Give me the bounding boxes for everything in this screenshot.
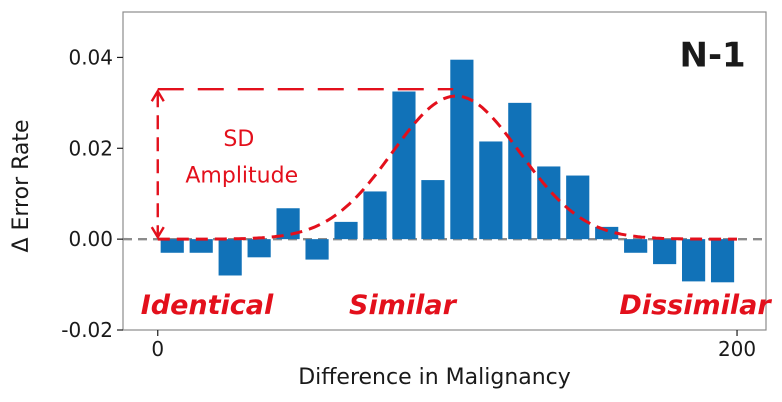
bar xyxy=(276,208,300,240)
bar xyxy=(710,239,735,283)
bar xyxy=(537,166,561,240)
y-axis-title: Δ Error Rate xyxy=(9,119,34,252)
arrow-down-icon xyxy=(150,226,165,240)
y-tick-label: -0.02 xyxy=(61,318,113,342)
bar xyxy=(247,239,271,258)
x-axis-ticks: 0 200 xyxy=(151,330,756,361)
region-label-similar: Similar xyxy=(349,290,458,321)
bar xyxy=(392,91,416,240)
bar xyxy=(160,239,184,253)
region-label-dissimilar: Dissimilar xyxy=(619,290,772,321)
x-axis-title: Difference in Malignancy xyxy=(298,365,571,390)
bar xyxy=(653,239,677,265)
plot-frame xyxy=(122,11,767,331)
bar xyxy=(363,191,387,240)
bar xyxy=(566,175,590,240)
bar xyxy=(189,239,213,253)
bar xyxy=(595,226,619,240)
panel-label: N-1 xyxy=(679,36,745,76)
sd-label: SD xyxy=(223,127,254,152)
bar xyxy=(682,239,706,282)
bar xyxy=(218,239,242,276)
y-tick-label: 0.04 xyxy=(68,45,113,69)
bar xyxy=(624,239,648,253)
arrow-up-icon xyxy=(150,88,165,102)
y-tick-label: 0.02 xyxy=(68,136,113,160)
bar xyxy=(305,239,329,260)
y-tick-label: 0.00 xyxy=(68,227,113,251)
bar xyxy=(450,59,474,240)
region-label-identical: Identical xyxy=(141,290,274,321)
x-tick-label: 0 xyxy=(151,337,164,361)
amplitude-label: Amplitude xyxy=(185,163,298,188)
bar xyxy=(421,180,445,240)
sd-amplitude-marker xyxy=(150,88,454,240)
bars-group xyxy=(160,59,735,283)
y-axis-ticks: -0.02 0.00 0.02 0.04 xyxy=(61,45,123,342)
bar xyxy=(508,102,532,240)
bar xyxy=(479,141,503,240)
x-tick-label: 200 xyxy=(718,337,756,361)
gaussian-fit-curve xyxy=(157,94,737,241)
bar xyxy=(334,221,358,240)
